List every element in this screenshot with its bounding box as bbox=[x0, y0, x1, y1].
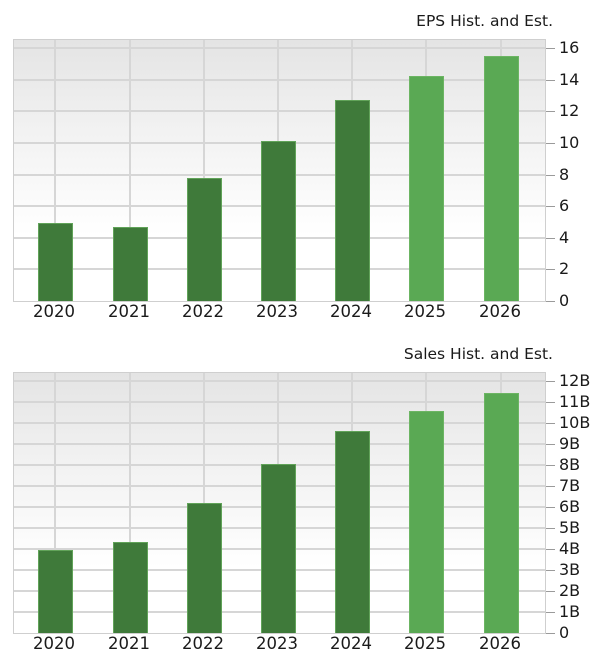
x-tick-label: 2021 bbox=[108, 302, 150, 321]
y-tick-label: 0 bbox=[559, 291, 570, 310]
y-tick bbox=[546, 206, 555, 208]
y-tick-label: 10B bbox=[559, 413, 591, 432]
y-tick-label: 8 bbox=[559, 164, 570, 184]
y-tick bbox=[546, 528, 555, 529]
y-tick-label: 6B bbox=[559, 497, 581, 516]
bar-2026-estimate bbox=[483, 392, 519, 633]
y-tick-label: 14 bbox=[559, 69, 580, 89]
y-tick bbox=[546, 591, 555, 592]
x-tick-label: 2020 bbox=[33, 302, 75, 321]
y-tick-label: 11B bbox=[559, 392, 591, 411]
bar-2024-historical bbox=[334, 100, 370, 301]
y-tick bbox=[546, 79, 555, 81]
v-gridline bbox=[129, 40, 131, 301]
y-tick bbox=[546, 381, 555, 382]
y-tick-label: 0 bbox=[559, 623, 570, 642]
bar-2023-historical bbox=[260, 141, 296, 301]
v-gridline bbox=[203, 40, 205, 301]
y-tick bbox=[546, 570, 555, 571]
h-gridline bbox=[14, 47, 545, 49]
x-tick-label: 2022 bbox=[182, 634, 224, 653]
v-gridline bbox=[54, 40, 56, 301]
x-tick-label: 2023 bbox=[256, 302, 298, 321]
bar-2021-historical bbox=[112, 541, 148, 633]
y-tick bbox=[546, 465, 555, 466]
x-tick-label: 2023 bbox=[256, 634, 298, 653]
bar-2023-historical bbox=[260, 463, 296, 633]
bar-2022-historical bbox=[186, 177, 222, 301]
y-tick-label: 2 bbox=[559, 259, 570, 279]
y-tick-label: 12B bbox=[559, 371, 591, 390]
y-tick bbox=[546, 444, 555, 445]
y-tick-label: 2B bbox=[559, 581, 581, 600]
x-tick-label: 2022 bbox=[182, 302, 224, 321]
x-tick-label: 2020 bbox=[33, 634, 75, 653]
y-tick-label: 4 bbox=[559, 227, 570, 247]
bar-2022-historical bbox=[186, 502, 222, 633]
y-tick bbox=[546, 549, 555, 550]
y-tick-label: 16 bbox=[559, 38, 580, 57]
x-tick-label: 2024 bbox=[330, 302, 372, 321]
h-gridline bbox=[14, 78, 545, 81]
plot-area bbox=[13, 39, 546, 302]
h-gridline bbox=[14, 401, 545, 403]
h-gridline bbox=[14, 380, 545, 382]
y-tick-label: 9B bbox=[559, 434, 581, 453]
v-gridline bbox=[129, 373, 131, 633]
y-tick bbox=[546, 111, 555, 113]
y-tick-label: 8B bbox=[559, 455, 581, 474]
x-tick-label: 2025 bbox=[404, 302, 446, 321]
y-tick-label: 5B bbox=[559, 518, 581, 537]
y-tick bbox=[546, 486, 555, 487]
y-tick-label: 3B bbox=[559, 560, 581, 579]
v-gridline bbox=[54, 373, 56, 633]
h-gridline bbox=[14, 110, 545, 113]
y-tick-label: 6 bbox=[559, 196, 570, 216]
y-tick bbox=[546, 174, 555, 176]
y-tick-label: 12 bbox=[559, 101, 580, 121]
y-tick bbox=[546, 612, 555, 613]
y-tick-label: 10 bbox=[559, 132, 580, 152]
bar-2025-estimate bbox=[408, 76, 444, 301]
x-tick-label: 2025 bbox=[404, 634, 446, 653]
y-tick bbox=[546, 423, 555, 424]
bar-2021-historical bbox=[112, 226, 148, 301]
chart-title: EPS Hist. and Est. bbox=[416, 12, 553, 30]
x-tick-label: 2026 bbox=[479, 302, 521, 321]
y-tick bbox=[546, 402, 555, 403]
bar-2020-historical bbox=[37, 550, 73, 633]
bar-2024-historical bbox=[334, 431, 370, 633]
chart-title: Sales Hist. and Est. bbox=[403, 345, 553, 363]
y-tick bbox=[546, 507, 555, 508]
eps-chart: EPS Hist. and Est. 0 2 4 6 8 10 12 14 16 2020 2021… bbox=[13, 12, 580, 321]
y-tick bbox=[546, 633, 555, 634]
x-tick-label: 2021 bbox=[108, 634, 150, 653]
h-gridline bbox=[14, 422, 545, 424]
y-tick-label: 7B bbox=[559, 476, 581, 495]
bar-2026-estimate bbox=[483, 55, 519, 301]
bar-2020-historical bbox=[37, 222, 73, 301]
y-tick-label: 1B bbox=[559, 602, 581, 621]
x-tick-label: 2026 bbox=[479, 634, 521, 653]
y-tick bbox=[546, 301, 555, 302]
y-tick bbox=[546, 48, 555, 49]
y-tick bbox=[546, 269, 555, 271]
y-tick-label: 4B bbox=[559, 539, 581, 558]
y-tick bbox=[546, 142, 555, 144]
h-gridline bbox=[14, 443, 545, 445]
x-tick-label: 2024 bbox=[330, 634, 372, 653]
plot-area bbox=[13, 372, 546, 634]
bar-2025-estimate bbox=[408, 411, 444, 633]
y-tick bbox=[546, 237, 555, 239]
